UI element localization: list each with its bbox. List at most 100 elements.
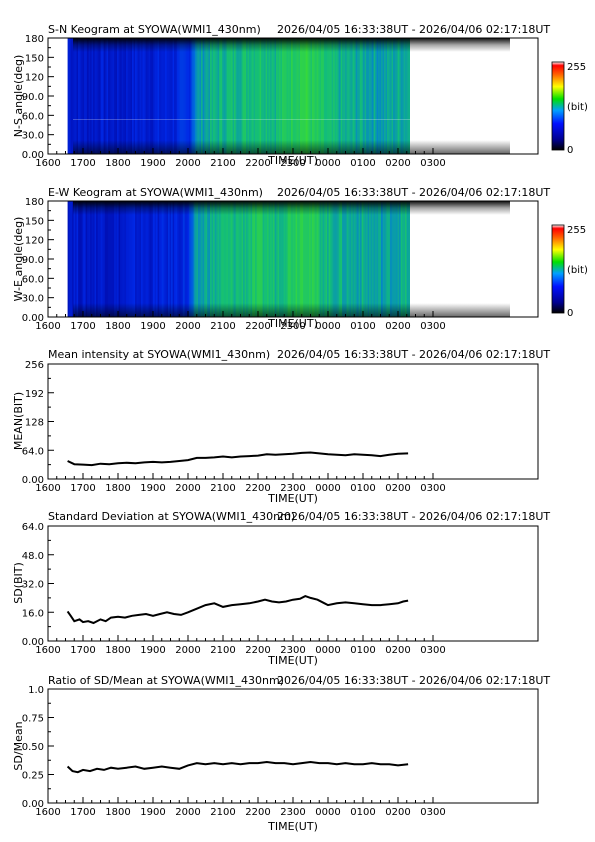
- x-tick-label: 2300: [280, 645, 305, 656]
- panel-sn-keogram: S-N Keogram at SYOWA(WMI1_430nm) 2026/04…: [12, 23, 588, 169]
- x-tick-label: 2300: [280, 807, 305, 818]
- y-tick-label: 0.75: [22, 714, 44, 725]
- panel-time-range: 2026/04/05 16:33:38UT - 2026/04/06 02:17…: [277, 348, 550, 361]
- x-tick-label: 2000: [175, 807, 200, 818]
- x-tick-label: 0200: [385, 645, 410, 656]
- x-tick-label: 0100: [350, 483, 375, 494]
- y-tick-label: 0.25: [22, 771, 44, 782]
- keogram-column: [70, 201, 73, 317]
- x-tick-label: 0300: [420, 807, 445, 818]
- y-tick-label: 0.00: [22, 313, 44, 324]
- x-tick-label: 1700: [70, 158, 95, 169]
- x-tick-label: 2000: [175, 321, 200, 332]
- x-axis-label: TIME(UT): [267, 317, 318, 330]
- y-tick-label: 0.50: [22, 742, 44, 753]
- y-axis-label: SD/Mean: [12, 721, 25, 770]
- x-tick-label: 1700: [70, 645, 95, 656]
- x-axis-label: TIME(UT): [267, 654, 318, 667]
- x-tick-label: 1900: [140, 807, 165, 818]
- colorbar-max-label: 255: [567, 225, 586, 236]
- mean-series-line: [67, 451, 409, 467]
- x-tick-label: 1800: [105, 483, 130, 494]
- panel-title: Mean intensity at SYOWA(WMI1_430nm): [48, 348, 270, 361]
- colorbar-gradient: [551, 61, 565, 151]
- panel-title: E-W Keogram at SYOWA(WMI1_430nm): [48, 186, 263, 199]
- panel-ratio-sd-mean: Ratio of SD/Mean at SYOWA(WMI1_430nm) 20…: [12, 674, 550, 833]
- x-tick-label: 2000: [175, 483, 200, 494]
- x-tick-label: 0000: [315, 321, 340, 332]
- x-tick-label: 2000: [175, 158, 200, 169]
- x-tick-label: 1700: [70, 807, 95, 818]
- keogram-column: [69, 201, 71, 317]
- x-tick-label: 2100: [210, 321, 235, 332]
- x-tick-label: 2200: [245, 645, 270, 656]
- x-tick-label: 1800: [105, 807, 130, 818]
- x-tick-label: 2000: [175, 645, 200, 656]
- x-tick-label: 0000: [315, 807, 340, 818]
- panel-title: Standard Deviation at SYOWA(WMI1_430nm): [48, 510, 295, 523]
- x-tick-label: 0300: [420, 483, 445, 494]
- x-tick-label: 0300: [420, 158, 445, 169]
- y-tick-label: 90.0: [22, 255, 44, 266]
- x-tick-label: 2300: [280, 321, 305, 332]
- x-tick-label: 1900: [140, 158, 165, 169]
- keogram-edge-shade: [73, 201, 510, 317]
- x-tick-label: 1600: [35, 483, 60, 494]
- keogram-column: [67, 201, 70, 317]
- x-tick-label: 0000: [315, 645, 340, 656]
- y-axis-label: N-S angle(deg): [12, 55, 25, 138]
- panel-standard-deviation: Standard Deviation at SYOWA(WMI1_430nm) …: [12, 510, 550, 667]
- plot-frame: [47, 363, 539, 480]
- y-tick-label: 128: [25, 418, 44, 429]
- keogram-edge-shade: [73, 38, 510, 154]
- sd-series-line: [66, 595, 409, 625]
- y-axis-label: SD(BIT): [12, 562, 25, 604]
- x-tick-label: 0200: [385, 158, 410, 169]
- panel-title: S-N Keogram at SYOWA(WMI1_430nm): [48, 23, 261, 36]
- y-tick-label: 0.00: [22, 637, 44, 648]
- y-tick-label: 0.00: [22, 150, 44, 161]
- panel-time-range: 2026/04/05 16:33:38UT - 2026/04/06 02:17…: [277, 674, 550, 687]
- x-tick-label: 0000: [315, 483, 340, 494]
- x-tick-label: 0300: [420, 645, 445, 656]
- x-tick-label: 0200: [385, 321, 410, 332]
- x-tick-label: 1800: [105, 645, 130, 656]
- x-tick-label: 0100: [350, 807, 375, 818]
- x-tick-label: 2200: [245, 807, 270, 818]
- colorbar: 255 (bit) 0: [551, 224, 588, 319]
- colorbar-max-label: 255: [567, 62, 586, 73]
- y-axis-label: MEAN(BIT): [12, 392, 25, 450]
- panel-title: Ratio of SD/Mean at SYOWA(WMI1_430nm): [48, 674, 284, 687]
- y-tick-label: 60.0: [22, 274, 44, 285]
- keogram-column: [67, 38, 70, 154]
- y-tick-label: 60.0: [22, 111, 44, 122]
- colorbar-unit-label: (bit): [567, 265, 588, 276]
- y-tick-label: 64.0: [22, 522, 44, 533]
- panel-mean-intensity: Mean intensity at SYOWA(WMI1_430nm) 2026…: [12, 348, 550, 505]
- plot-frame: [47, 525, 539, 642]
- x-tick-label: 0100: [350, 321, 375, 332]
- x-tick-label: 2300: [280, 483, 305, 494]
- x-tick-label: 1900: [140, 321, 165, 332]
- x-tick-label: 1800: [105, 321, 130, 332]
- x-tick-label: 2100: [210, 158, 235, 169]
- y-axis-label: W-E angle(deg): [12, 217, 25, 302]
- keogram-column: [69, 38, 71, 154]
- x-tick-label: 1900: [140, 483, 165, 494]
- x-tick-label: 1700: [70, 483, 95, 494]
- y-tick-label: 90.0: [22, 92, 44, 103]
- y-tick-label: 256: [25, 360, 44, 371]
- x-tick-label: 1600: [35, 321, 60, 332]
- x-tick-label: 1600: [35, 807, 60, 818]
- x-tick-label: 1800: [105, 158, 130, 169]
- x-tick-label: 2200: [245, 483, 270, 494]
- x-tick-label: 0100: [350, 645, 375, 656]
- x-tick-label: 0200: [385, 483, 410, 494]
- x-tick-label: 2200: [245, 321, 270, 332]
- panel-time-range: 2026/04/05 16:33:38UT - 2026/04/06 02:17…: [277, 510, 550, 523]
- ratio-series-line: [66, 760, 409, 774]
- x-tick-label: 0200: [385, 807, 410, 818]
- y-tick-label: 32.0: [22, 580, 44, 591]
- panel-time-range: 2026/04/05 16:33:38UT - 2026/04/06 02:17…: [277, 186, 550, 199]
- y-tick-label: 64.0: [22, 446, 44, 457]
